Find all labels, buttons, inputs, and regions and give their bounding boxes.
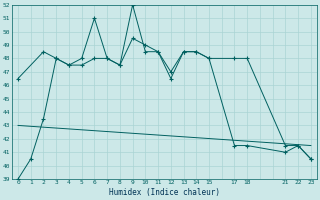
X-axis label: Humidex (Indice chaleur): Humidex (Indice chaleur) — [109, 188, 220, 197]
